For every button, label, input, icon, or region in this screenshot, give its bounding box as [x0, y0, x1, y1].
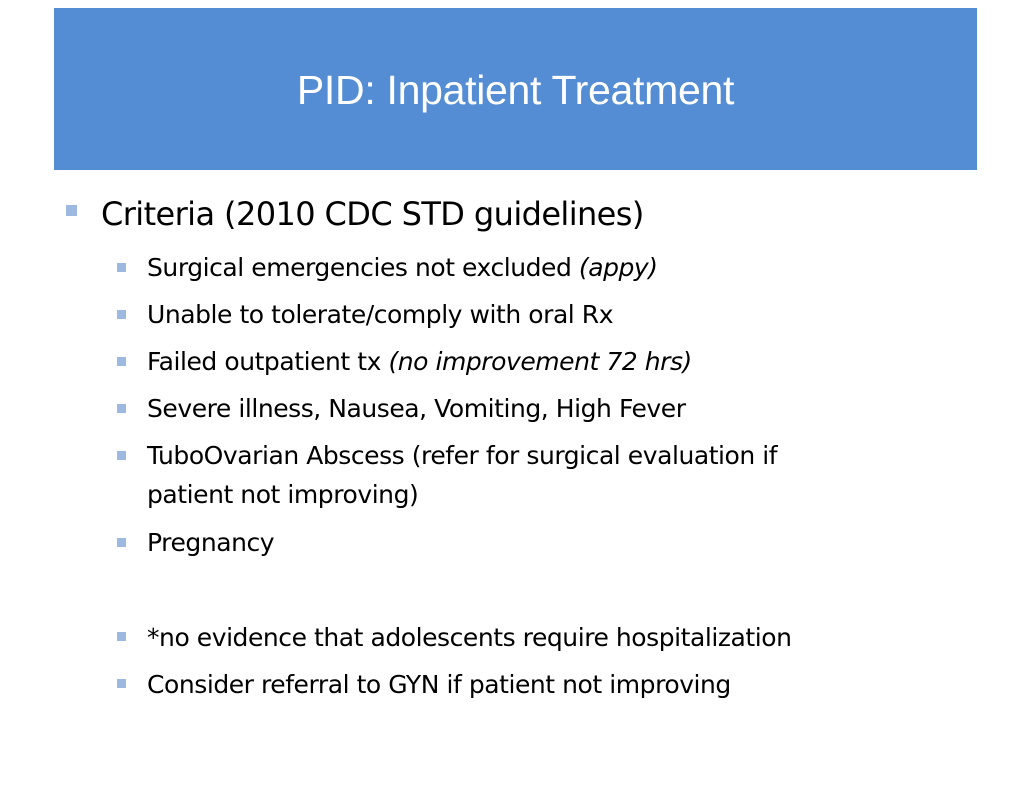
item-text: Failed outpatient tx — [147, 347, 389, 376]
item-note: (appy) — [578, 253, 658, 282]
note-gyn-referral: Consider referral to GYN if patient not … — [147, 670, 731, 699]
item-line: patient not improving) — [147, 480, 419, 509]
criteria-item-abscess: TuboOvarian Abscess (refer for surgical … — [147, 441, 778, 509]
criteria-item-pregnancy: Pregnancy — [147, 528, 275, 557]
bullet-square-icon — [117, 310, 126, 319]
item-text: Surgical emergencies not excluded — [147, 253, 579, 282]
bullet-square-icon — [117, 632, 126, 641]
criteria-item-surgical: Surgical emergencies not excluded (appy) — [147, 255, 658, 280]
item-line: TuboOvarian Abscess (refer for surgical … — [147, 441, 778, 470]
note-adolescents: *no evidence that adolescents require ho… — [147, 623, 792, 652]
slide-title: PID: Inpatient Treatment — [296, 67, 735, 113]
title-banner: PID: Inpatient Treatment — [54, 8, 977, 170]
bullet-square-icon — [117, 357, 126, 366]
item-note: (no improvement 72 hrs) — [388, 347, 692, 376]
bullet-square-icon — [117, 263, 126, 272]
criteria-item-outpatient: Failed outpatient tx (no improvement 72 … — [147, 349, 692, 374]
bullet-square-icon — [117, 538, 126, 547]
criteria-heading: Criteria (2010 CDC STD guidelines) — [101, 195, 644, 233]
criteria-item-illness: Severe illness, Nausea, Vomiting, High F… — [147, 394, 686, 423]
bullet-square-icon — [117, 679, 126, 688]
bullet-square-icon — [66, 205, 77, 216]
bullet-square-icon — [117, 451, 126, 460]
bullet-square-icon — [117, 404, 126, 413]
criteria-item-oral: Unable to tolerate/comply with oral Rx — [147, 300, 614, 329]
